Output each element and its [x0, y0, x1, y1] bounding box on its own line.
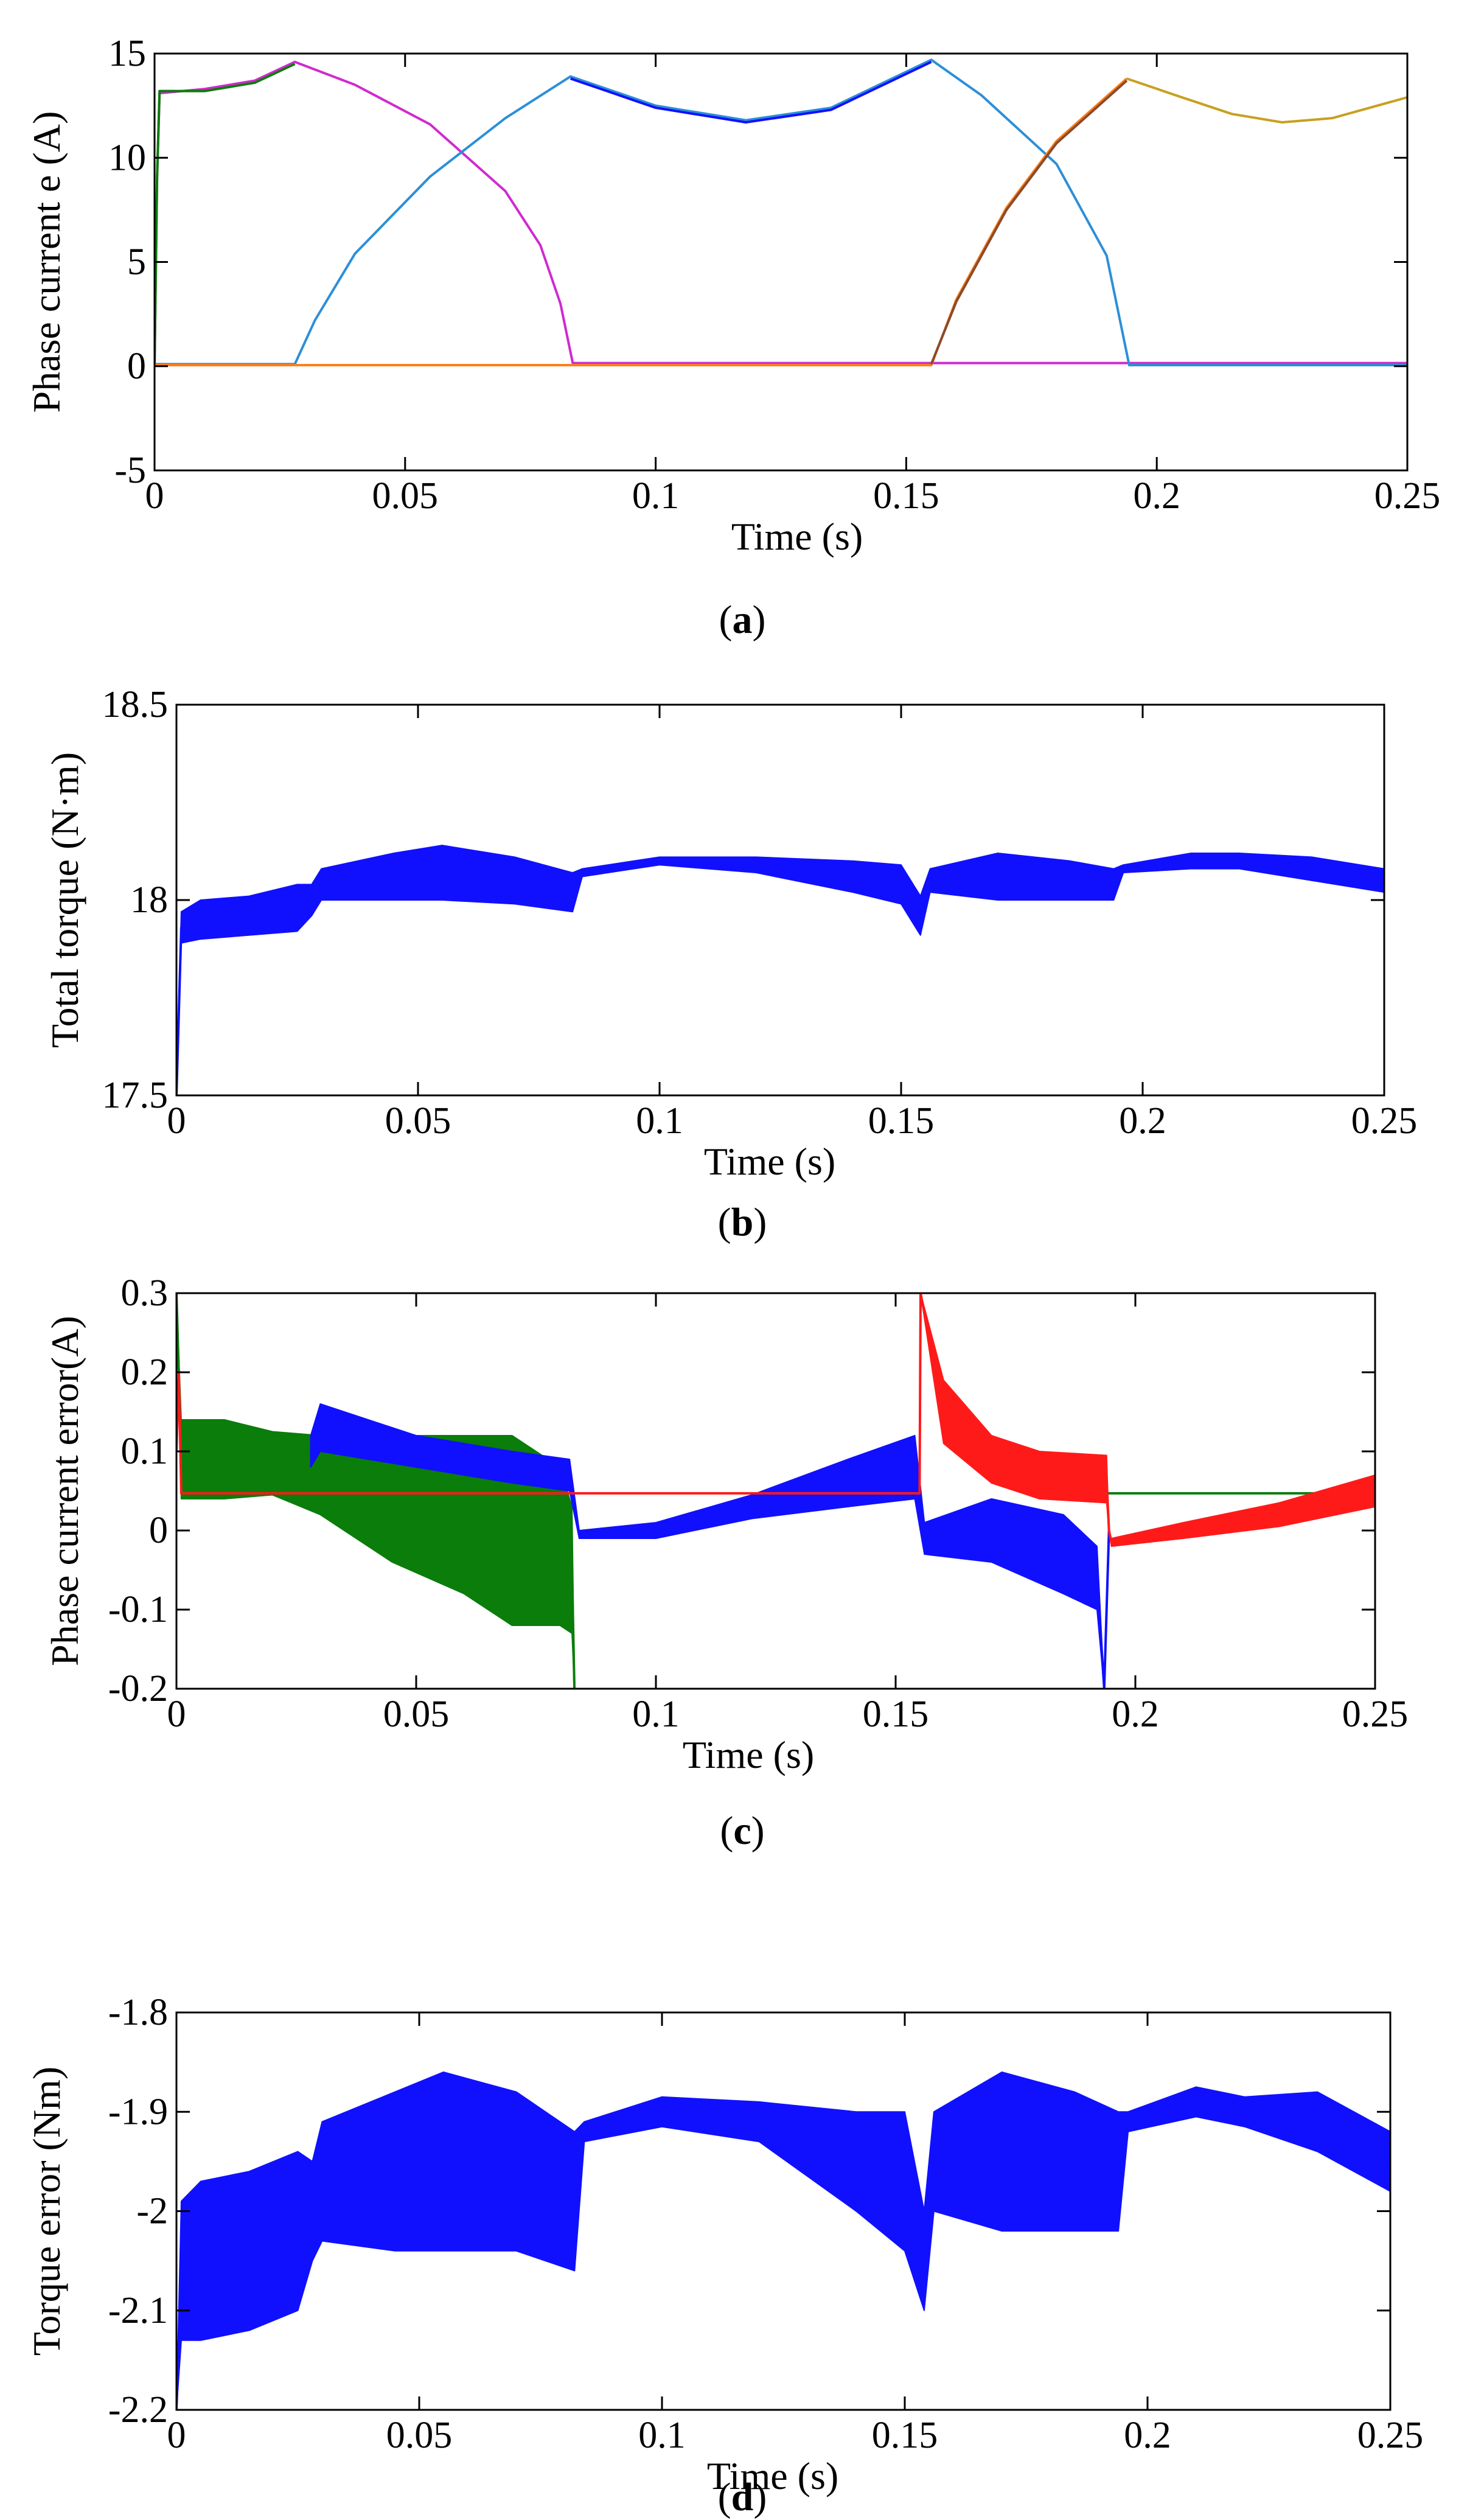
panel-d-ytick-label-4: -1.8: [108, 1992, 168, 2033]
panel-b-xtick-label-3: 0.15: [868, 1100, 935, 1142]
panel-b-ytick-label-1: 18: [130, 879, 168, 921]
panel-c-frame: [175, 1292, 1376, 1690]
panel-c-series-3-band: [176, 1293, 1375, 1547]
panel-a-xtick-label-3: 0.15: [873, 475, 939, 517]
panel-c-series-3-line: [176, 1293, 1375, 1544]
panel-a-xtick-label-1: 0.05: [372, 475, 439, 517]
panel-a-series-4-line: [155, 77, 1128, 367]
panel-a-series-group: [155, 58, 1407, 367]
panel-c-series-group: [176, 1293, 1375, 1689]
panel-c-ytick-label-0: -0.2: [108, 1668, 168, 1709]
panel-c-series-2-line: [309, 1426, 1110, 1689]
panel-b-xtick-label-2: 0.1: [636, 1100, 683, 1142]
panel-a-xtick-label-5: 0.25: [1374, 475, 1441, 517]
panel-d-ytick-label-0: -2.2: [108, 2389, 168, 2431]
panel-d-ylabel: Torque error (Nm): [25, 2067, 68, 2356]
panel-d-xlabel: Time (s): [707, 2454, 838, 2497]
panel-d-caption: (d): [718, 2475, 767, 2519]
panel-d-series-0-band: [176, 2071, 1390, 2410]
panel-b-series-0-band: [176, 845, 1384, 1095]
panel-c-xtick-label-3: 0.15: [863, 1694, 929, 1735]
panel-a-series-5-line: [930, 80, 1128, 365]
panel-b-xlabel: Time (s): [704, 1140, 835, 1183]
panel-d-xtick-label-1: 0.05: [386, 2415, 453, 2456]
panel-a-ytick-label-1: 0: [127, 346, 146, 387]
panel-a-caption: (a): [719, 598, 766, 642]
panel-c-xlabel: Time (s): [683, 1733, 814, 1776]
panel-c-series-0-band: [176, 1293, 576, 1689]
panel-c-xtick-label-4: 0.2: [1112, 1694, 1159, 1735]
panel-c: 0 0.05 0.1 0.15 0.2 0.25 -0.2 -0.1 0 0.1 0.2 0.3 Ti…: [43, 1272, 1408, 1853]
panel-c-ytick-label-5: 0.3: [121, 1272, 169, 1314]
panel-c-caption: (c): [720, 1809, 764, 1853]
panel-a-caption-letter: a: [733, 598, 753, 642]
panel-d-xtick-label-0: 0: [167, 2415, 186, 2456]
panel-c-ytick-label-1: -0.1: [108, 1589, 168, 1630]
panel-a-ytick-label-0: -5: [114, 450, 146, 491]
panel-a-xtick-label-4: 0.2: [1133, 475, 1180, 517]
panel-b-caption: (b): [718, 1200, 767, 1244]
panel-c-caption-letter: c: [733, 1809, 751, 1853]
panel-a-ytick-label-2: 5: [127, 242, 146, 283]
panel-a-series-1-line: [155, 63, 296, 366]
panel-b-xtick-label-4: 0.2: [1119, 1100, 1166, 1142]
panel-c-xtick-label-2: 0.1: [632, 1694, 680, 1735]
panel-d-xtick-label-5: 0.25: [1357, 2415, 1424, 2456]
panel-d-series-0-line: [176, 2100, 1390, 2410]
panel-b-series-0-line: [176, 859, 1384, 1095]
panel-b: 0 0.05 0.1 0.15 0.2 0.25 17.5 18 18.5 Time (s) T…: [43, 684, 1417, 1244]
panel-c-ytick-label-2: 0: [149, 1510, 168, 1551]
panel-b-ylabel: Total torque (N·m): [43, 752, 86, 1048]
panel-a-xtick-label-0: 0: [145, 475, 164, 517]
panel-b-ytick-label-2: 18.5: [102, 684, 169, 725]
panel-d-series-group: [176, 2071, 1390, 2410]
panel-a-series-6-line: [1126, 77, 1407, 124]
panel-d-ytick-label-2: -2: [136, 2191, 168, 2232]
panel-c-ytick-label-4: 0.2: [121, 1352, 169, 1393]
panel-d: 0 0.05 0.1 0.15 0.2 0.25 -2.2 -2.1 -2 -1.9 -1.8 Ti…: [25, 1992, 1423, 2519]
panel-d-ytick-label-3: -1.9: [108, 2091, 168, 2132]
panel-a-ytick-label-4: 15: [108, 33, 146, 74]
panel-c-plot: 0 0.05 0.1 0.15 0.2 0.25 -0.2 -0.1 0 0.1 0.2 0.3: [108, 1272, 1408, 1735]
panel-d-caption-letter: d: [731, 2475, 754, 2519]
panel-b-xtick-label-0: 0: [167, 1100, 186, 1142]
panel-d-xtick-label-3: 0.15: [872, 2415, 938, 2456]
panel-c-ytick-label-3: 0.1: [121, 1431, 169, 1472]
panel-d-plot: 0 0.05 0.1 0.15 0.2 0.25 -2.2 -2.1 -2 -1.9 -1.8: [108, 1992, 1423, 2456]
panel-a-xtick-label-2: 0.1: [632, 475, 680, 517]
panel-b-caption-letter: b: [731, 1200, 754, 1244]
panel-d-ytick-label-1: -2.1: [108, 2290, 168, 2331]
panel-c-xtick-label-1: 0.05: [383, 1694, 450, 1735]
panel-d-xtick-label-4: 0.2: [1124, 2415, 1171, 2456]
panel-b-plot: 0 0.05 0.1 0.15 0.2 0.25 17.5 18 18.5: [102, 684, 1418, 1142]
panel-a-series-3-line: [570, 60, 932, 124]
panel-a-series-2-line: [155, 58, 1407, 367]
panel-b-xtick-label-5: 0.25: [1351, 1100, 1418, 1142]
panel-a-series-0-line: [155, 60, 1407, 366]
panel-c-xtick-label-5: 0.25: [1342, 1694, 1409, 1735]
panel-c-ylabel: Phase current error(A): [43, 1316, 86, 1666]
panel-b-xtick-label-1: 0.05: [385, 1100, 451, 1142]
panel-d-xtick-label-2: 0.1: [638, 2415, 686, 2456]
panel-c-xtick-label-0: 0: [167, 1694, 186, 1735]
panel-c-series-0-line: [176, 1293, 576, 1689]
panel-b-ytick-label-0: 17.5: [102, 1075, 169, 1116]
panel-a-xlabel: Time (s): [731, 515, 863, 558]
panel-a-ytick-label-3: 10: [108, 137, 146, 178]
panel-a-ylabel: Phase current e (A): [25, 111, 68, 413]
panel-b-series-group: [176, 845, 1384, 1095]
